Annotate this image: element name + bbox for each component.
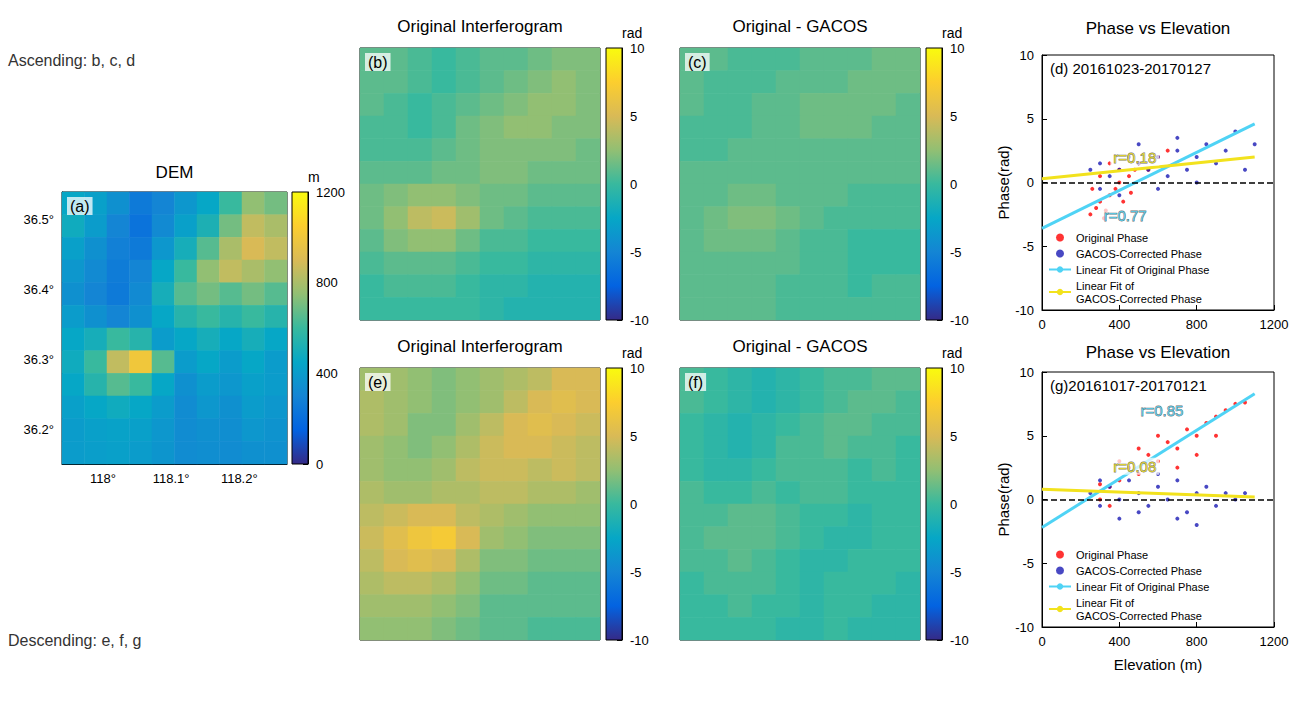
svg-text:GACOS-Corrected Phase: GACOS-Corrected Phase xyxy=(1076,293,1202,305)
svg-text:36.5°: 36.5° xyxy=(23,212,54,227)
svg-text:-10: -10 xyxy=(1015,303,1034,318)
svg-text:118.1°: 118.1° xyxy=(153,471,190,486)
svg-text:Linear Fit of: Linear Fit of xyxy=(1076,280,1135,292)
svg-text:800: 800 xyxy=(1186,317,1208,332)
svg-text:36.2°: 36.2° xyxy=(23,422,54,437)
svg-text:-5: -5 xyxy=(1022,556,1034,571)
svg-text:10: 10 xyxy=(630,361,644,376)
svg-text:DEM: DEM xyxy=(156,163,194,182)
svg-text:0: 0 xyxy=(1027,492,1034,507)
svg-text:400: 400 xyxy=(1108,317,1130,332)
svg-text:800: 800 xyxy=(1186,634,1208,649)
svg-text:0: 0 xyxy=(1027,175,1034,190)
svg-text:5: 5 xyxy=(950,109,957,124)
svg-text:Phase vs Elevation: Phase vs Elevation xyxy=(1086,19,1231,38)
svg-text:Phase vs Elevation: Phase vs Elevation xyxy=(1086,343,1231,362)
svg-text:0: 0 xyxy=(950,497,957,512)
svg-text:0: 0 xyxy=(630,177,637,192)
svg-text:10: 10 xyxy=(950,361,964,376)
svg-text:GACOS-Corrected Phase: GACOS-Corrected Phase xyxy=(1076,565,1202,577)
svg-text:1200: 1200 xyxy=(316,185,345,200)
svg-text:0: 0 xyxy=(1038,317,1045,332)
svg-text:Elevation (m): Elevation (m) xyxy=(1114,656,1202,673)
svg-text:400: 400 xyxy=(1108,634,1130,649)
svg-text:5: 5 xyxy=(1027,428,1034,443)
svg-text:Descending: e, f, g: Descending: e, f, g xyxy=(8,632,141,649)
svg-text:-5: -5 xyxy=(630,565,642,580)
svg-text:Phase(rad): Phase(rad) xyxy=(995,145,1012,219)
svg-text:Phase(rad): Phase(rad) xyxy=(995,462,1012,536)
svg-text:rad: rad xyxy=(622,25,642,41)
svg-text:-5: -5 xyxy=(1022,239,1034,254)
svg-text:Linear Fit of Original Phase: Linear Fit of Original Phase xyxy=(1076,581,1209,593)
svg-text:36.4°: 36.4° xyxy=(23,282,54,297)
svg-text:10: 10 xyxy=(630,41,644,56)
svg-text:Original Phase: Original Phase xyxy=(1076,232,1148,244)
svg-text:(e): (e) xyxy=(368,374,388,391)
svg-text:5: 5 xyxy=(630,109,637,124)
svg-text:(a): (a) xyxy=(70,198,90,215)
svg-text:r=0.85: r=0.85 xyxy=(1140,402,1183,419)
svg-text:Original - GACOS: Original - GACOS xyxy=(732,337,867,356)
svg-text:Linear Fit of Original Phase: Linear Fit of Original Phase xyxy=(1076,264,1209,276)
svg-text:-5: -5 xyxy=(950,565,962,580)
svg-text:0: 0 xyxy=(316,457,323,472)
svg-text:-10: -10 xyxy=(950,633,969,648)
svg-text:118°: 118° xyxy=(90,471,116,486)
svg-text:Original - GACOS: Original - GACOS xyxy=(732,17,867,36)
svg-text:0: 0 xyxy=(1038,634,1045,649)
svg-text:rad: rad xyxy=(942,25,962,41)
svg-text:400: 400 xyxy=(316,366,338,381)
svg-text:1200: 1200 xyxy=(1260,317,1289,332)
svg-text:800: 800 xyxy=(316,275,338,290)
svg-text:0: 0 xyxy=(950,177,957,192)
svg-text:10: 10 xyxy=(1020,48,1034,63)
svg-text:Original Interferogram: Original Interferogram xyxy=(397,17,562,36)
svg-text:-10: -10 xyxy=(630,633,649,648)
svg-text:1200: 1200 xyxy=(1260,634,1289,649)
svg-text:r=0.08: r=0.08 xyxy=(1113,458,1156,475)
svg-text:10: 10 xyxy=(950,41,964,56)
svg-text:118.2°: 118.2° xyxy=(221,471,258,486)
svg-text:m: m xyxy=(308,169,320,185)
svg-text:5: 5 xyxy=(630,429,637,444)
svg-text:-5: -5 xyxy=(950,245,962,260)
svg-text:-10: -10 xyxy=(950,313,969,328)
svg-text:5: 5 xyxy=(950,429,957,444)
svg-text:GACOS-Corrected Phase: GACOS-Corrected Phase xyxy=(1076,610,1202,622)
svg-text:-10: -10 xyxy=(1015,620,1034,635)
svg-text:(b): (b) xyxy=(368,54,388,71)
svg-text:36.3°: 36.3° xyxy=(23,352,54,367)
svg-text:-5: -5 xyxy=(630,245,642,260)
svg-text:Original Interferogram: Original Interferogram xyxy=(397,337,562,356)
svg-text:Original Phase: Original Phase xyxy=(1076,549,1148,561)
svg-text:r=0.18: r=0.18 xyxy=(1113,149,1156,166)
svg-text:GACOS-Corrected Phase: GACOS-Corrected Phase xyxy=(1076,248,1202,260)
svg-text:10: 10 xyxy=(1020,365,1034,380)
svg-text:Linear Fit of: Linear Fit of xyxy=(1076,597,1135,609)
svg-text:0: 0 xyxy=(630,497,637,512)
svg-text:(g)20161017-20170121: (g)20161017-20170121 xyxy=(1050,377,1207,394)
svg-text:5: 5 xyxy=(1027,111,1034,126)
svg-text:r=0.77: r=0.77 xyxy=(1104,207,1147,224)
svg-text:-10: -10 xyxy=(630,313,649,328)
svg-text:(f): (f) xyxy=(688,374,703,391)
svg-text:(d) 20161023-20170127: (d) 20161023-20170127 xyxy=(1050,60,1211,77)
svg-text:(c): (c) xyxy=(688,54,707,71)
svg-text:rad: rad xyxy=(942,345,962,361)
svg-text:rad: rad xyxy=(622,345,642,361)
svg-text:Ascending: b, c, d: Ascending: b, c, d xyxy=(8,52,135,69)
